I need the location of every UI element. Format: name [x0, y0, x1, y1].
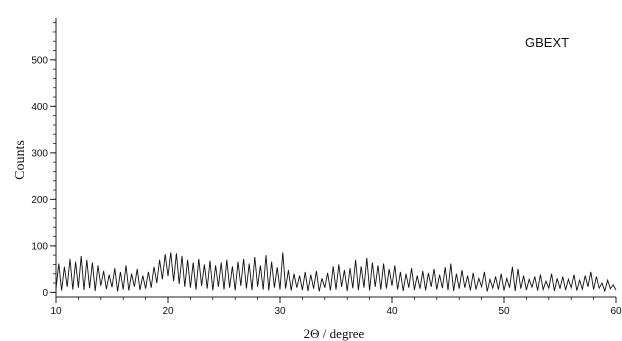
x-axis-title: 2Θ / degree [304, 326, 365, 341]
x-tick-label: 60 [610, 306, 622, 317]
x-axis: 10 20 30 40 50 60 [50, 296, 622, 317]
x-tick-label: 10 [50, 306, 62, 317]
y-tick-label: 500 [31, 55, 48, 66]
plot-annotation: GBEXT [525, 35, 569, 50]
y-tick-label: 100 [31, 241, 48, 252]
y-axis-title: Counts [13, 140, 28, 180]
y-tick-label: 400 [31, 102, 48, 113]
y-tick-label: 300 [31, 148, 48, 159]
y-tick-label: 200 [31, 195, 48, 206]
y-tick-label: 0 [42, 288, 48, 299]
x-tick-label: 50 [498, 306, 510, 317]
y-axis: 0 100 200 300 400 500 [31, 18, 57, 299]
x-tick-label: 20 [162, 306, 174, 317]
x-tick-label: 40 [386, 306, 398, 317]
series-line-0 [55, 252, 617, 293]
x-tick-label: 30 [274, 306, 286, 317]
series-group [55, 252, 617, 293]
